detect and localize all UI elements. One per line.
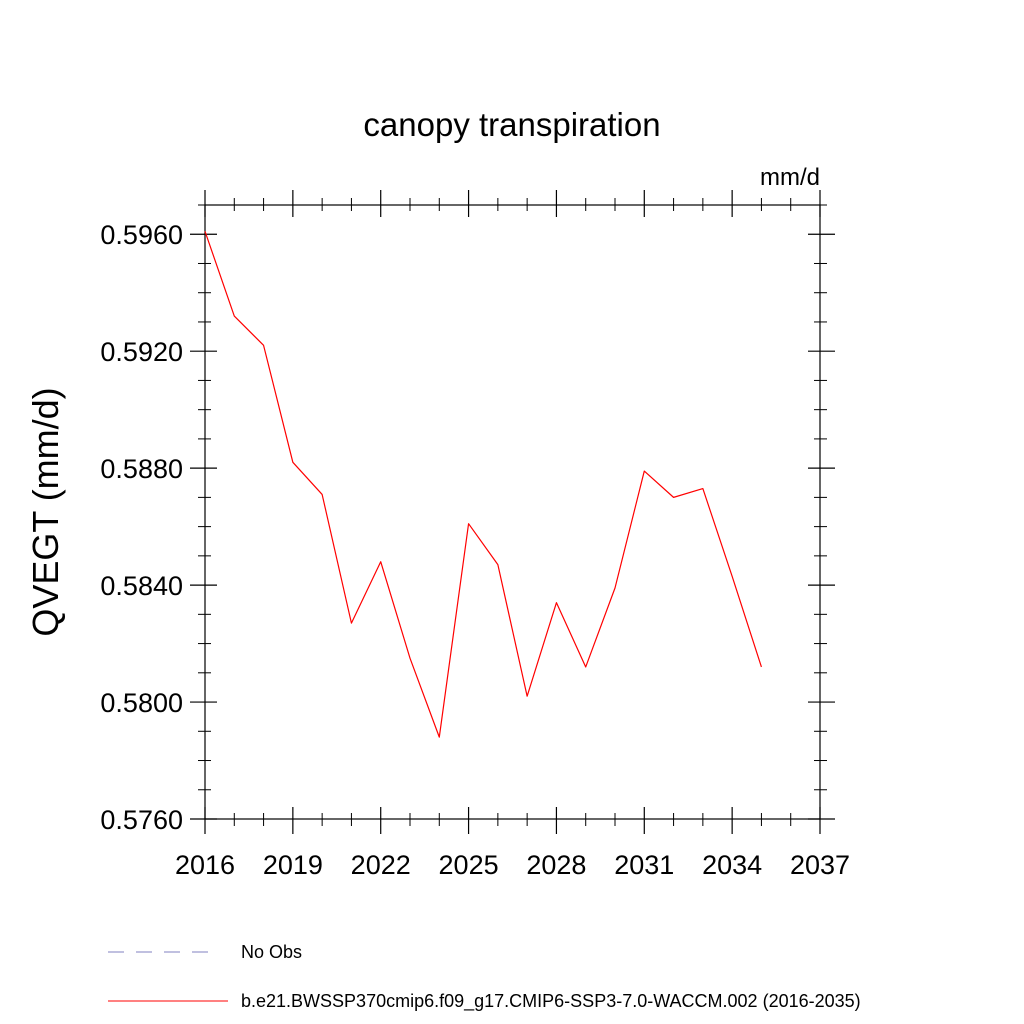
plot-frame [204, 204, 821, 820]
x-axis-tick-labels: 2016 2019 2022 2025 2028 2031 2034 2037 [175, 850, 850, 880]
y-tick-label: 0.5960 [100, 220, 183, 250]
x-tick-label: 2034 [702, 850, 762, 880]
y-tick-label: 0.5920 [100, 337, 183, 367]
x-tick-label: 2028 [526, 850, 586, 880]
y-tick-label: 0.5880 [100, 454, 183, 484]
x-tick-label: 2025 [439, 850, 499, 880]
x-tick-label: 2037 [790, 850, 850, 880]
x-tick-label: 2022 [351, 850, 411, 880]
x-tick-label: 2019 [263, 850, 323, 880]
y-tick-label: 0.5840 [100, 571, 183, 601]
legend-label-no-obs: No Obs [241, 942, 302, 962]
y-axis-tick-labels: 0.5760 0.5800 0.5840 0.5880 0.5920 0.5960 [100, 220, 183, 835]
units-label: mm/d [760, 164, 820, 191]
y-tick-label: 0.5800 [100, 688, 183, 718]
y-axis-ticks [190, 204, 835, 820]
x-tick-label: 2016 [175, 850, 235, 880]
chart-title: canopy transpiration [363, 106, 660, 143]
y-axis-label: QVEGT (mm/d) [25, 387, 66, 636]
series-line-1 [204, 231, 763, 738]
legend: No Obs b.e21.BWSSP370cmip6.f09_g17.CMIP6… [108, 942, 861, 1012]
x-axis-ticks [204, 190, 821, 834]
series-layer [204, 231, 763, 738]
legend-label-model: b.e21.BWSSP370cmip6.f09_g17.CMIP6-SSP3-7… [241, 991, 861, 1012]
y-tick-label: 0.5760 [100, 805, 183, 835]
x-tick-label: 2031 [614, 850, 674, 880]
